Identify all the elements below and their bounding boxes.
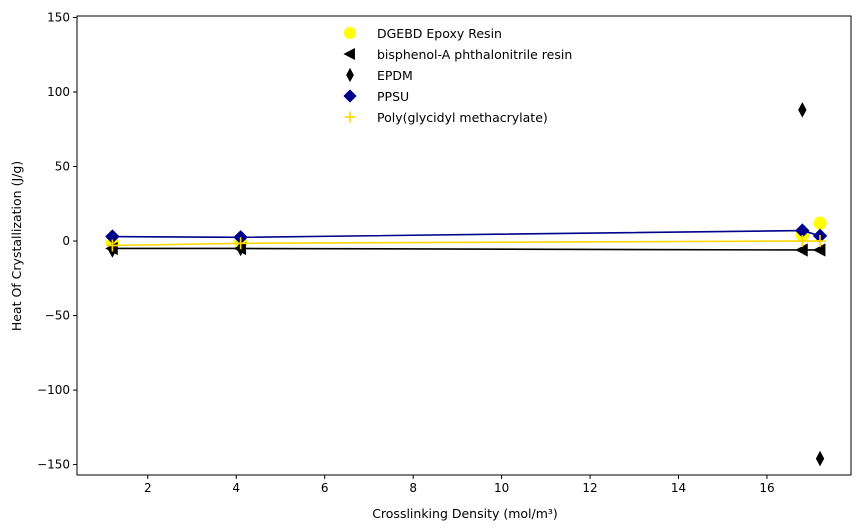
x-tick-label: 6	[321, 481, 329, 495]
x-tick-label: 8	[409, 481, 417, 495]
data-point	[795, 223, 810, 238]
legend-item: Poly(glycidyl methacrylate)	[344, 110, 548, 125]
x-tick-label: 2	[144, 481, 152, 495]
data-point	[798, 102, 807, 118]
legend: DGEBD Epoxy Resin bisphenol-A phthalonitr…	[343, 26, 572, 125]
series-line	[112, 240, 821, 247]
data-point	[815, 450, 825, 467]
legend-marker	[346, 67, 354, 83]
legend-label: EPDM	[377, 68, 413, 83]
legend-marker	[343, 89, 357, 103]
data-point	[105, 229, 120, 244]
legend-label: Poly(glycidyl methacrylate)	[377, 110, 548, 125]
legend-label: PPSU	[377, 89, 409, 104]
x-tick-label: 14	[671, 481, 686, 495]
y-tick-label: 100	[47, 85, 70, 99]
x-axis-label: Crosslinking Density (mol/m³)	[372, 506, 558, 521]
data-point	[106, 239, 119, 252]
data-point	[813, 216, 827, 230]
series-line	[112, 247, 821, 251]
axes-frame	[76, 15, 852, 476]
series-layer	[105, 102, 828, 467]
x-tick-label: 12	[582, 481, 597, 495]
legend-marker	[343, 26, 357, 40]
legend-marker	[343, 47, 355, 61]
data-point	[796, 235, 809, 248]
legend-item: EPDM	[346, 67, 413, 83]
legend-marker	[344, 111, 356, 123]
y-axis-label: Heat Of Crystallization (J/g)	[9, 161, 24, 331]
legend-label: DGEBD Epoxy Resin	[377, 26, 502, 41]
y-tick-label: 150	[47, 10, 70, 24]
data-point	[812, 243, 826, 257]
series-2	[108, 102, 825, 467]
legend-item: DGEBD Epoxy Resin	[343, 26, 502, 41]
y-tick-label: −150	[37, 458, 70, 472]
x-axis-ticks: 2 4 6 8 10 12 14 16	[144, 475, 775, 495]
data-point	[795, 243, 808, 257]
x-tick-label: 16	[759, 481, 774, 495]
y-tick-label: 50	[55, 160, 70, 174]
x-tick-label: 10	[494, 481, 509, 495]
y-tick-label: −50	[45, 309, 70, 323]
series-4	[106, 235, 827, 252]
data-point	[814, 235, 827, 248]
y-tick-label: 0	[62, 234, 70, 248]
y-axis-ticks: −150 −100 −50 0 50 100 150	[37, 10, 77, 472]
x-tick-label: 4	[232, 481, 240, 495]
legend-item: bisphenol-A phthalonitrile resin	[343, 47, 572, 62]
y-tick-label: −100	[37, 383, 70, 397]
legend-item: PPSU	[343, 89, 409, 104]
series-line	[112, 229, 821, 239]
data-point	[234, 237, 247, 250]
legend-label: bisphenol-A phthalonitrile resin	[377, 47, 572, 62]
